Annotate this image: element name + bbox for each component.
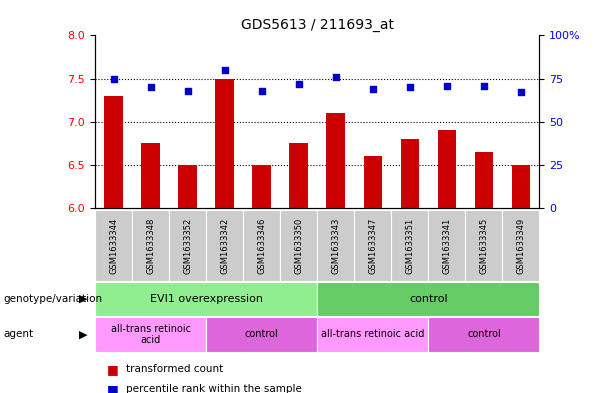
Point xyxy=(405,84,415,90)
Bar xyxy=(474,152,493,208)
Text: GSM1633341: GSM1633341 xyxy=(443,217,451,274)
Point xyxy=(331,74,341,80)
Text: ▶: ▶ xyxy=(78,329,87,340)
Text: GSM1633352: GSM1633352 xyxy=(183,217,192,274)
Point xyxy=(146,84,156,90)
Text: GSM1633347: GSM1633347 xyxy=(368,217,377,274)
Text: GSM1633344: GSM1633344 xyxy=(109,217,118,274)
Point xyxy=(442,83,452,89)
Bar xyxy=(364,156,382,208)
Bar xyxy=(142,143,160,208)
Text: agent: agent xyxy=(3,329,33,340)
Text: GSM1633345: GSM1633345 xyxy=(479,217,489,274)
Text: GSM1633349: GSM1633349 xyxy=(516,217,525,274)
Point xyxy=(183,88,192,94)
Title: GDS5613 / 211693_at: GDS5613 / 211693_at xyxy=(241,18,394,31)
Text: all-trans retinoic acid: all-trans retinoic acid xyxy=(321,329,424,340)
Bar xyxy=(104,96,123,208)
Point xyxy=(368,86,378,92)
Text: ■: ■ xyxy=(107,363,119,376)
Text: ■: ■ xyxy=(107,382,119,393)
Text: GSM1633348: GSM1633348 xyxy=(146,217,155,274)
Bar xyxy=(400,139,419,208)
Bar xyxy=(327,113,345,208)
Bar xyxy=(289,143,308,208)
Point xyxy=(294,81,303,87)
Point xyxy=(257,88,267,94)
Point xyxy=(219,67,229,73)
Text: EVI1 overexpression: EVI1 overexpression xyxy=(150,294,262,304)
Bar xyxy=(512,165,530,208)
Text: control: control xyxy=(467,329,501,340)
Text: GSM1633350: GSM1633350 xyxy=(294,217,303,274)
Text: GSM1633346: GSM1633346 xyxy=(257,217,266,274)
Text: control: control xyxy=(409,294,447,304)
Bar xyxy=(438,130,456,208)
Point xyxy=(479,83,489,89)
Text: GSM1633351: GSM1633351 xyxy=(405,217,414,274)
Text: transformed count: transformed count xyxy=(126,364,223,375)
Text: percentile rank within the sample: percentile rank within the sample xyxy=(126,384,302,393)
Text: control: control xyxy=(245,329,278,340)
Text: genotype/variation: genotype/variation xyxy=(3,294,102,304)
Bar xyxy=(215,79,234,208)
Point xyxy=(109,75,118,82)
Bar xyxy=(178,165,197,208)
Text: GSM1633343: GSM1633343 xyxy=(331,217,340,274)
Point xyxy=(516,89,526,95)
Text: GSM1633342: GSM1633342 xyxy=(220,217,229,274)
Text: all-trans retinoic
acid: all-trans retinoic acid xyxy=(110,324,191,345)
Text: ▶: ▶ xyxy=(78,294,87,304)
Bar xyxy=(253,165,271,208)
